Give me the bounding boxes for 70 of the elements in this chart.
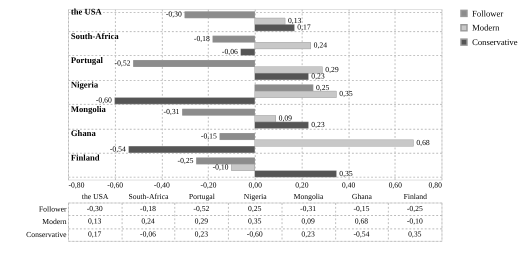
text: Follower: [38, 204, 67, 214]
data-label: -0,30: [166, 10, 182, 19]
x-tick-label: 0,20: [295, 180, 309, 190]
data-label: 0,24: [314, 40, 328, 50]
text: -0,15: [353, 204, 370, 213]
data-label: -0,60: [96, 96, 112, 105]
text: -0,06: [140, 229, 156, 238]
text: -0,30: [86, 204, 103, 213]
data-label: 0,25: [316, 82, 330, 92]
data-label: 0,68: [416, 138, 430, 147]
data-label: -0,06: [222, 47, 238, 56]
data-label: -0,31: [164, 107, 180, 116]
data-label: -0,15: [200, 131, 218, 140]
category-label: Portugal: [188, 192, 215, 202]
text: Modern: [42, 217, 67, 226]
data-label: -0,25: [178, 156, 194, 165]
category-label: Nigeria: [244, 192, 267, 202]
data-label: 0,29: [325, 64, 339, 74]
x-tick-label: -0,40: [154, 180, 170, 190]
legend-label: Modern: [472, 22, 500, 33]
data-label: 0,35: [339, 168, 353, 178]
y-tick-label: South-Africa: [70, 30, 120, 41]
text: 0,23: [194, 229, 208, 238]
x-tick-label: -0,80: [68, 180, 85, 190]
data-label: 0,09: [278, 114, 292, 123]
category-label: Mongolia: [294, 192, 324, 202]
x-tick-label: 0,40: [342, 180, 356, 190]
y-tick-label: the USA: [70, 6, 102, 16]
data-label: -0,10: [212, 162, 229, 172]
data-label: 0,35: [339, 89, 353, 98]
y-tick-label: Portugal: [70, 55, 104, 66]
data-label: -0,52: [114, 58, 131, 68]
text: 0,09: [301, 216, 315, 226]
x-tick-label: 0,00: [248, 180, 262, 190]
y-tick-label: Mongolia: [70, 104, 106, 114]
y-tick-label: Finland: [70, 152, 100, 163]
x-tick-label: 0,80: [428, 180, 442, 190]
text: 0,13: [88, 216, 102, 226]
text: -0,54: [353, 229, 370, 238]
text: -0,10: [406, 216, 423, 226]
legend-label: Follower: [472, 8, 504, 18]
text: 0,17: [88, 229, 102, 238]
category-label: South-Africa: [128, 192, 168, 202]
data-label: -0,54: [110, 144, 126, 154]
legend-label: Conservative: [472, 37, 518, 48]
x-tick-label: -0,60: [107, 180, 124, 190]
data-label: 0,17: [297, 22, 311, 32]
data-label: 0,23: [311, 71, 325, 80]
text: 0,35: [408, 229, 422, 238]
text: 0,68: [354, 216, 368, 226]
category-label: Finland: [404, 192, 427, 202]
x-tick-label: -0,20: [200, 180, 217, 190]
data-label: 0,23: [311, 120, 325, 130]
y-tick-label: Nigeria: [70, 79, 99, 90]
x-tick-label: 0,60: [388, 180, 402, 190]
text: -0,18: [140, 204, 156, 213]
y-tick-label: Ghana: [70, 128, 96, 138]
text: 0,23: [301, 229, 315, 238]
text: -0,52: [193, 204, 210, 213]
text: -0,31: [300, 204, 316, 213]
text: 0,25: [248, 204, 262, 213]
data-label: -0,18: [194, 34, 210, 44]
text: 0,24: [141, 216, 155, 226]
category-label: Ghana: [352, 192, 372, 202]
text: -0,25: [406, 204, 423, 213]
data-label: 0,13: [288, 16, 302, 26]
text: 0,29: [194, 216, 208, 226]
text: Conservative: [26, 230, 67, 239]
text: -0,60: [246, 229, 263, 238]
text: 0,35: [248, 216, 262, 226]
